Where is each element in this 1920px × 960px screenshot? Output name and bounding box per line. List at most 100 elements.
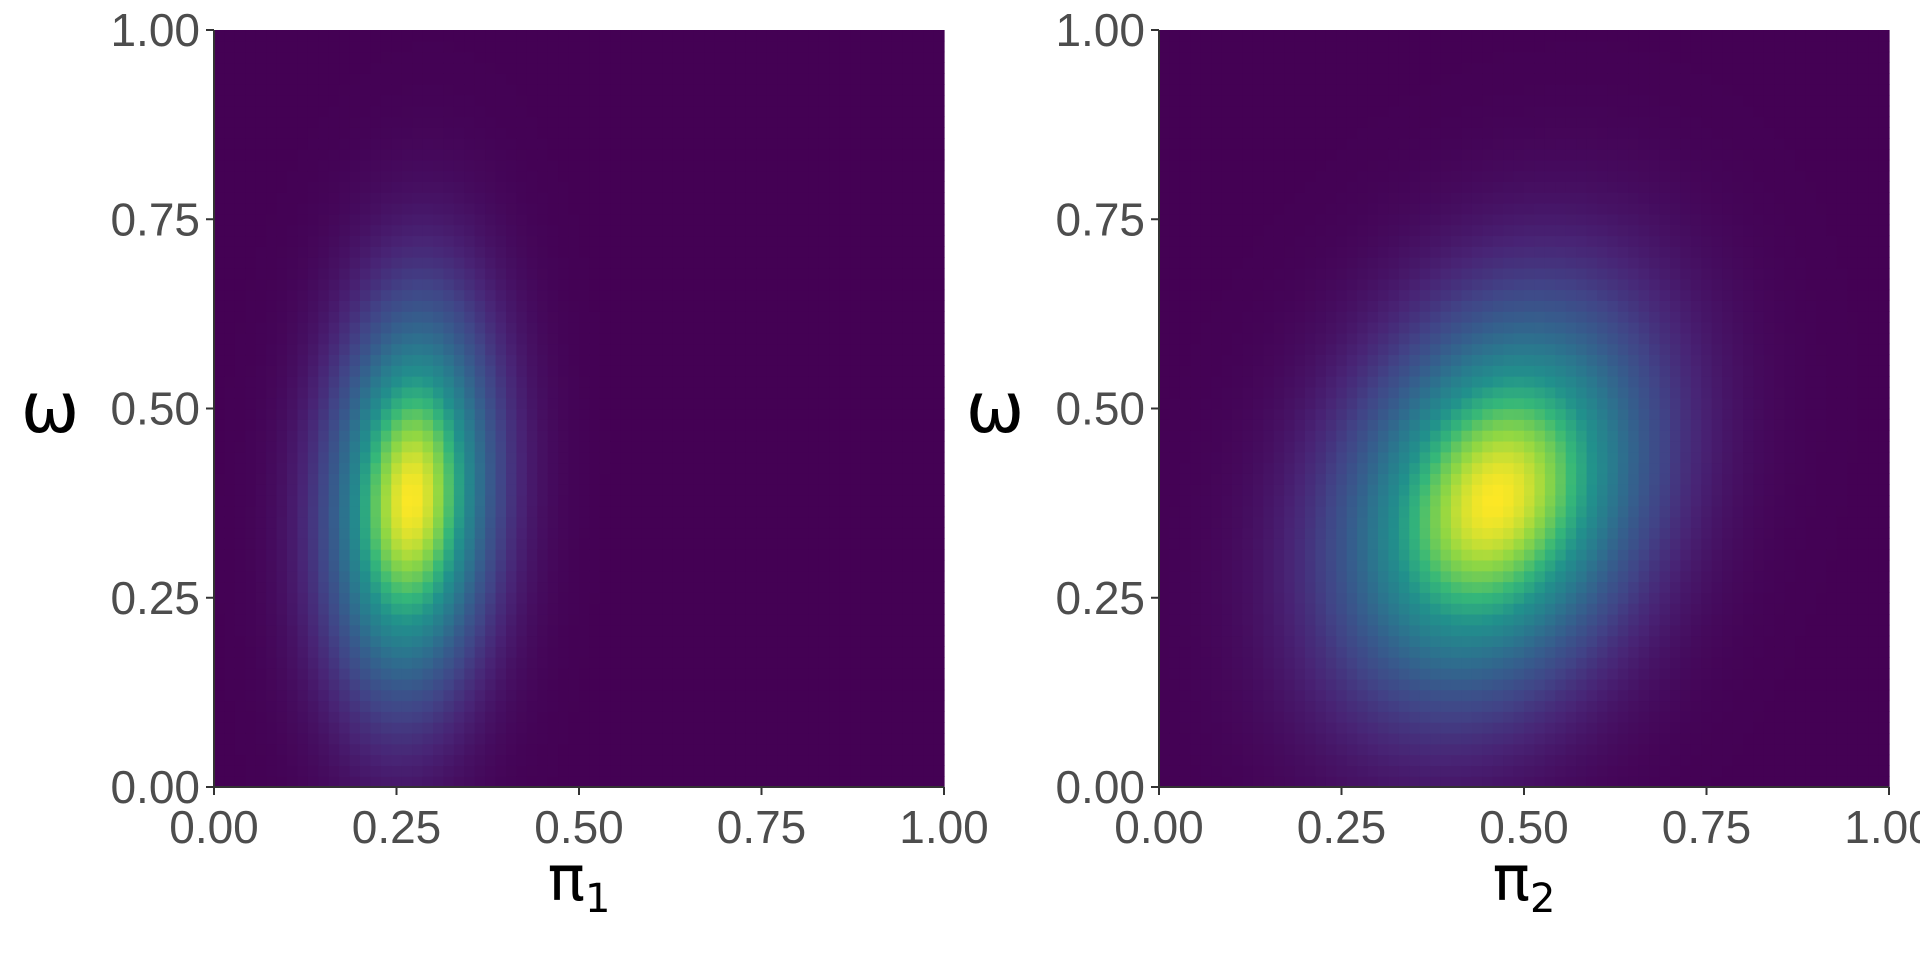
heatmap-cell: [349, 668, 361, 680]
heatmap-cell: [923, 278, 935, 291]
heatmap-cell: [516, 419, 528, 431]
heatmap-cell: [829, 495, 841, 507]
heatmap-cell: [339, 505, 351, 518]
heatmap-cell: [526, 365, 538, 377]
heatmap-cell: [474, 408, 486, 420]
heatmap-cell: [287, 495, 299, 507]
heatmap-cell: [485, 343, 497, 356]
heatmap-cell: [380, 203, 392, 215]
heatmap-cell: [808, 127, 820, 139]
heatmap-cell: [902, 127, 914, 139]
heatmap-cell: [599, 722, 611, 734]
heatmap-cell: [662, 116, 674, 128]
heatmap-cell: [370, 581, 382, 593]
heatmap-cell: [214, 311, 226, 323]
heatmap-cell: [328, 559, 340, 572]
heatmap-cell: [787, 538, 799, 550]
heatmap-cell: [485, 311, 497, 323]
heatmap-cell: [495, 776, 507, 788]
heatmap-cell: [266, 549, 278, 561]
heatmap-cell: [339, 300, 351, 312]
heatmap-cell: [391, 559, 403, 572]
heatmap-cell: [704, 516, 716, 529]
heatmap-cell: [672, 105, 684, 118]
heatmap-cell: [839, 116, 851, 128]
heatmap-cell: [1159, 148, 1171, 161]
heatmap-cell: [818, 765, 830, 777]
heatmap-cell: [516, 332, 528, 345]
heatmap-cell: [777, 51, 789, 64]
heatmap-cell: [777, 397, 789, 410]
heatmap-cell: [850, 408, 862, 420]
heatmap-cell: [526, 192, 538, 204]
heatmap-cell: [756, 116, 768, 128]
heatmap-cell: [234, 527, 246, 539]
heatmap-cell: [412, 321, 424, 334]
heatmap-cell: [871, 51, 883, 64]
heatmap-cell: [537, 300, 549, 312]
heatmap-cell: [401, 581, 413, 593]
heatmap-cell: [860, 635, 872, 648]
heatmap-cell: [745, 397, 757, 410]
heatmap-cell: [766, 343, 778, 356]
heatmap-cell: [255, 192, 267, 204]
heatmap-cell: [547, 73, 559, 85]
heatmap-cell: [391, 62, 403, 74]
heatmap-cell: [850, 170, 862, 182]
heatmap-cell: [297, 138, 309, 150]
heatmap-cell: [453, 138, 465, 150]
heatmap-cell: [777, 527, 789, 539]
heatmap-cell: [370, 495, 382, 507]
heatmap-cell: [902, 51, 914, 64]
heatmap-cell: [495, 538, 507, 550]
heatmap-cell: [652, 743, 664, 756]
heatmap-cell: [214, 603, 226, 615]
heatmap-cell: [662, 776, 674, 788]
heatmap-cell: [307, 365, 319, 377]
heatmap-cell: [360, 343, 372, 356]
heatmap-cell: [725, 635, 737, 648]
heatmap-cell: [328, 549, 340, 561]
heatmap-cell: [839, 440, 851, 453]
heatmap-cell: [693, 700, 705, 712]
heatmap-cell: [464, 300, 476, 312]
heatmap-cell: [871, 613, 883, 626]
heatmap-cell: [391, 765, 403, 777]
heatmap-cell: [881, 159, 893, 172]
heatmap-cell: [297, 376, 309, 388]
heatmap-cell: [652, 527, 664, 539]
heatmap-cell: [318, 668, 330, 680]
heatmap-cell: [495, 170, 507, 182]
heatmap-cell: [443, 332, 455, 345]
heatmap-cell: [401, 711, 413, 723]
heatmap-cell: [839, 570, 851, 583]
heatmap-cell: [620, 365, 632, 377]
heatmap-cell: [224, 386, 236, 399]
heatmap-cell: [850, 603, 862, 615]
heatmap-cell: [652, 73, 664, 85]
heatmap-cell: [287, 776, 299, 788]
heatmap-cell: [798, 711, 810, 723]
heatmap-cell: [599, 30, 611, 42]
heatmap-cell: [756, 484, 768, 496]
heatmap-cell: [745, 94, 757, 107]
heatmap-cell: [360, 321, 372, 334]
heatmap-cell: [631, 321, 643, 334]
heatmap-cell: [349, 440, 361, 453]
heatmap-cell: [474, 278, 486, 291]
heatmap-cell: [255, 257, 267, 269]
heatmap-cell: [610, 159, 622, 172]
heatmap-cell: [881, 192, 893, 204]
heatmap-cell: [704, 408, 716, 420]
heatmap-cell: [1159, 495, 1171, 507]
heatmap-cell: [245, 73, 257, 85]
heatmap-cell: [391, 246, 403, 258]
heatmap-cell: [453, 116, 465, 128]
heatmap-cell: [266, 73, 278, 85]
heatmap-cell: [234, 484, 246, 496]
heatmap-cell: [495, 40, 507, 53]
heatmap-cell: [714, 657, 726, 669]
heatmap-cell: [652, 116, 664, 128]
heatmap-cell: [297, 527, 309, 539]
heatmap-cell: [287, 743, 299, 756]
